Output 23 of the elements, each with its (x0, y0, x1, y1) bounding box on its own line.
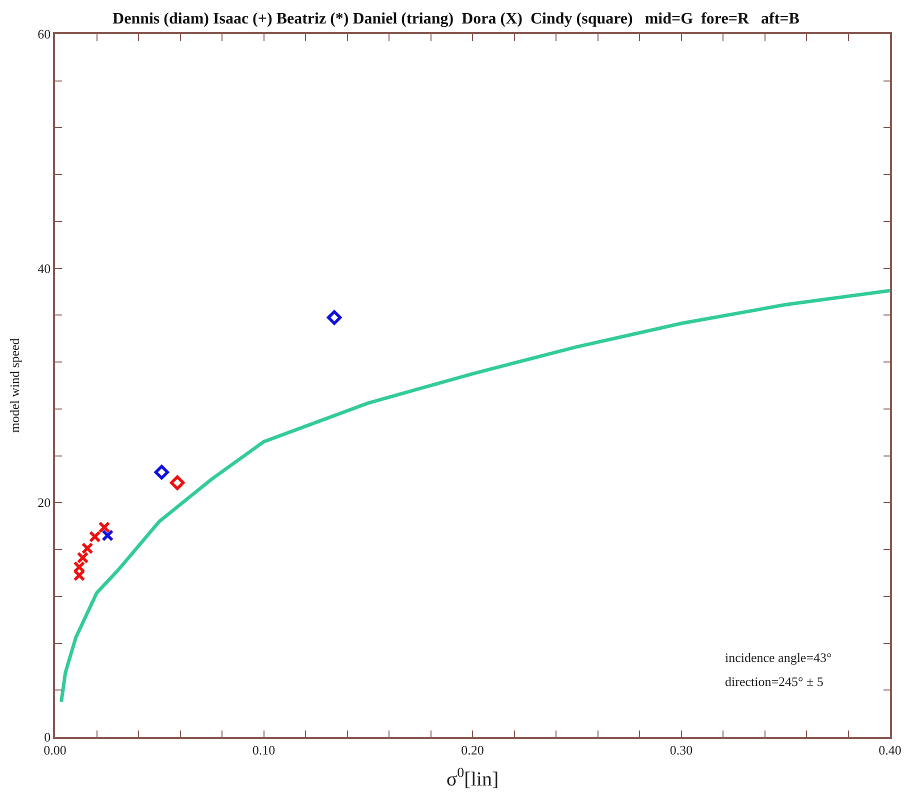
y-tick-label: 40 (38, 260, 51, 276)
x-tick-label: 0.30 (670, 742, 693, 758)
annotation: incidence angle=43° (725, 650, 832, 665)
x-axis-title: σ$^{0}$[lin] (446, 766, 499, 790)
line-series (60, 288, 890, 704)
x-tick-label: 0.40 (878, 742, 902, 758)
point (88, 530, 101, 543)
annotation: direction=245° ± 5 (725, 674, 824, 689)
point (326, 310, 342, 325)
y-tick-label: 20 (38, 495, 51, 510)
y-axis-title: model wind speed (7, 338, 22, 433)
point (170, 475, 185, 490)
point (76, 552, 89, 564)
y-tick-label: 0 (44, 730, 51, 745)
x-tick-label: 0.10 (252, 742, 276, 758)
point (154, 464, 170, 480)
chart-title: Dennis (diam) Isaac (+) Beatriz (*) Daniel (triang) Dora (X) Cindy (square) mid=G fore=R aft=B (112, 10, 800, 28)
point (102, 529, 114, 542)
x-tick-label: 0.20 (461, 742, 484, 758)
x-tick-label: 0.00 (44, 742, 66, 758)
point (98, 521, 110, 534)
y-tick-label: 60 (38, 26, 51, 42)
point (81, 542, 94, 554)
